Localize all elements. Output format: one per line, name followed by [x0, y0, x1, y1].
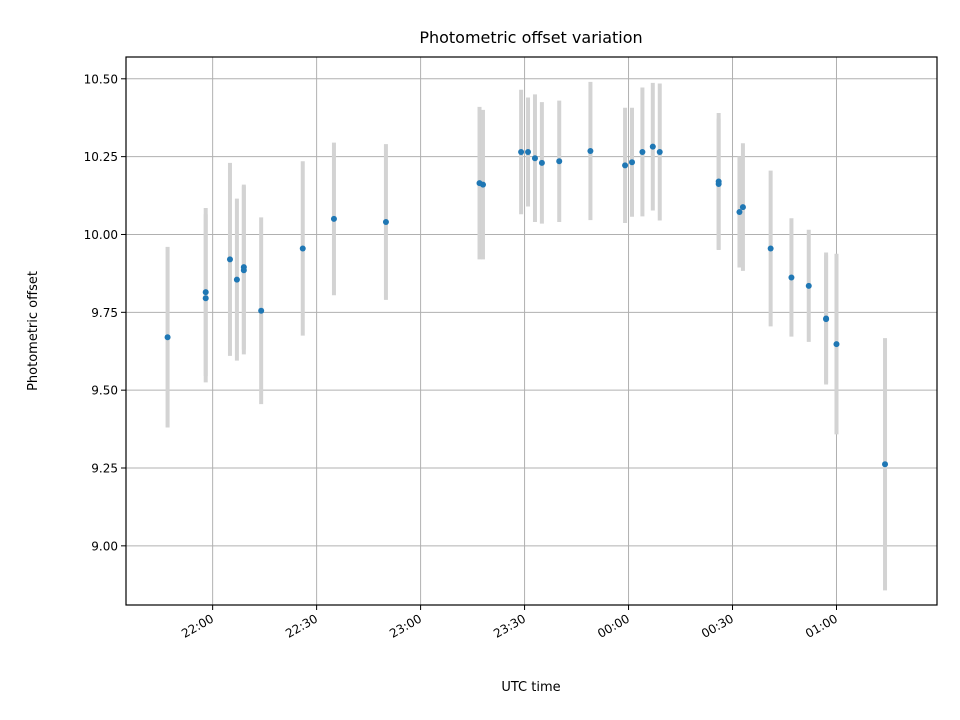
data-point [823, 316, 830, 323]
data-point [833, 341, 840, 348]
data-point [882, 461, 889, 468]
data-point [164, 334, 171, 341]
data-point [525, 148, 532, 155]
x-tick-label: 00:00 [595, 611, 632, 640]
x-tick-label: 23:30 [491, 611, 528, 640]
x-axis-ticks: 22:00 22:30 23:00 23:30 00:00 00:30 01:00 [179, 605, 840, 641]
x-tick-label: 22:00 [179, 611, 216, 640]
data-point [649, 143, 656, 150]
y-tick-label: 9.50 [91, 384, 118, 398]
data-point [518, 148, 525, 155]
plot-frame [125, 56, 938, 606]
y-tick-label: 9.75 [91, 306, 118, 320]
x-axis-label: UTC time [501, 680, 560, 695]
y-tick-label: 9.25 [91, 462, 118, 476]
data-point [788, 274, 795, 281]
grid-lines [126, 57, 937, 605]
data-point [479, 181, 486, 188]
data-point [639, 148, 646, 155]
chart-title: Photometric offset variation [419, 28, 642, 47]
x-tick-label: 22:30 [283, 611, 320, 640]
y-axis-ticks: 9.00 9.25 9.50 9.75 10.00 10.25 10.50 [84, 72, 126, 553]
data-point [715, 181, 722, 188]
data-point [382, 219, 389, 226]
data-point [805, 282, 812, 289]
data-point [538, 159, 545, 166]
data-point [736, 209, 743, 216]
data-point [587, 148, 594, 155]
data-point [299, 245, 306, 252]
x-tick-label: 23:00 [387, 611, 424, 640]
data-point [233, 276, 240, 283]
data-point [202, 289, 209, 296]
data-point [656, 148, 663, 155]
data-point [556, 158, 563, 165]
y-tick-label: 10.00 [84, 228, 118, 242]
data-point [258, 307, 265, 314]
x-tick-label: 01:00 [803, 611, 840, 640]
y-tick-label: 9.00 [91, 539, 118, 553]
data-point [330, 215, 337, 222]
data-point [629, 159, 636, 166]
x-tick-label: 00:30 [699, 611, 736, 640]
data-point [767, 245, 774, 252]
data-point [202, 295, 209, 302]
data-point [739, 204, 746, 211]
data-points [164, 143, 889, 468]
y-axis-label: Photometric offset [26, 271, 41, 391]
error-bars [165, 81, 888, 591]
data-point [226, 256, 233, 263]
data-point [240, 267, 247, 274]
data-point [622, 162, 629, 169]
y-tick-label: 10.50 [84, 72, 118, 86]
data-point [531, 155, 538, 162]
y-tick-label: 10.25 [84, 150, 118, 164]
